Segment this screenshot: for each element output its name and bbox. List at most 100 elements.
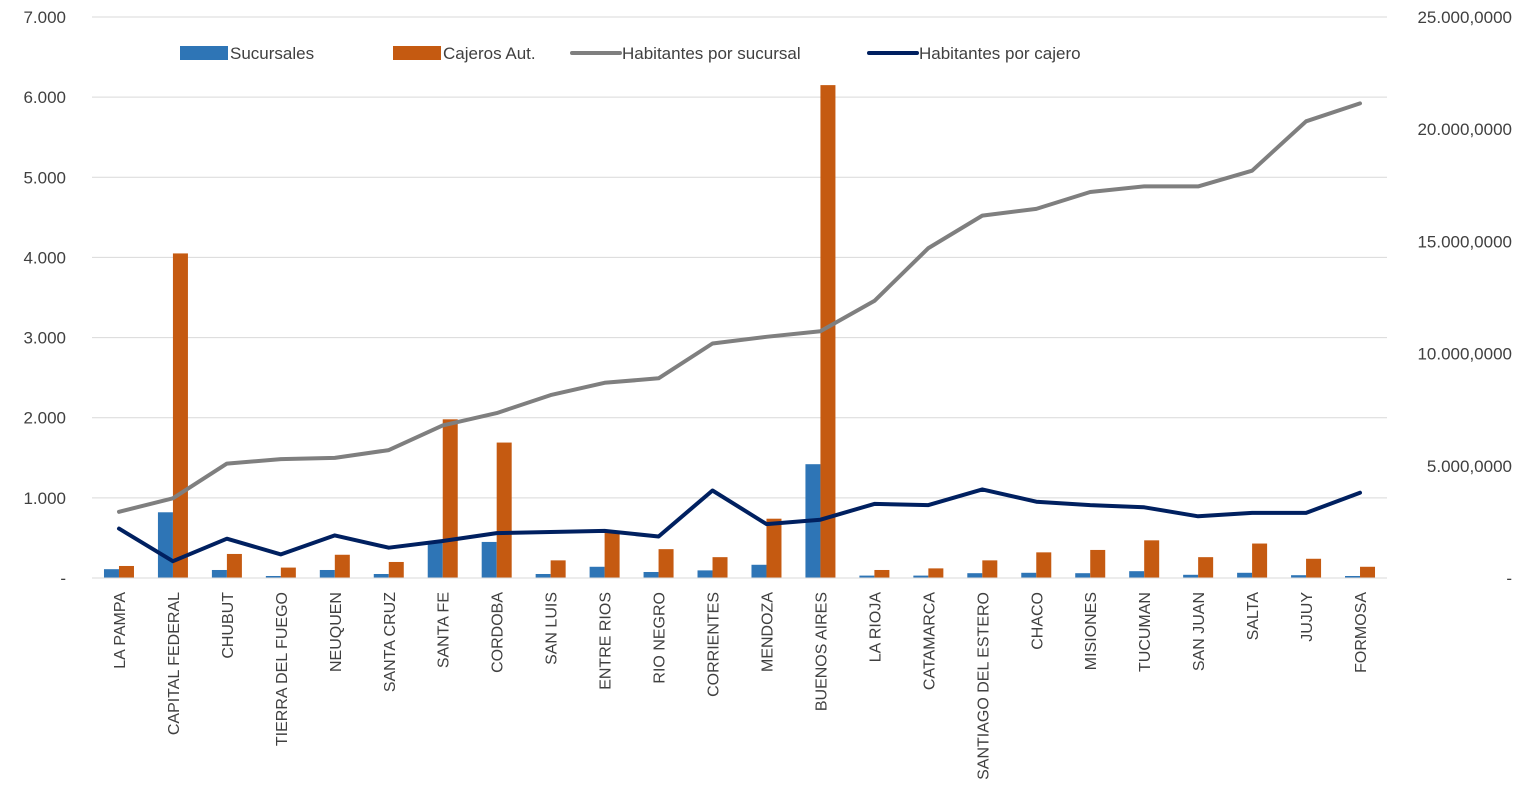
left-y-tick-label: 4.000 [23,248,66,267]
left-y-tick-label: 6.000 [23,88,66,107]
bar-sucursales [697,570,713,578]
bar-series [103,85,1376,578]
x-category-label: NEUQUEN [328,592,345,672]
bar-cajeros-aut [1036,552,1052,578]
x-axis-category-labels: LA PAMPA CAPITAL FEDERAL CHUBUT TIERRA DEL … [112,592,1370,780]
bar-cajeros-aut [118,565,134,578]
bar-sucursales [967,573,983,578]
x-category-label: MISIONES [1083,592,1100,670]
x-category-label: BUENOS AIRES [813,592,830,711]
bar-cajeros-aut [874,569,890,578]
legend-label: Habitantes por cajero [919,44,1081,63]
bar-sucursales [211,569,227,578]
line-habitantes-por-sucursal [117,101,1362,514]
bar-cajeros-aut [766,518,782,578]
x-category-label: SAN JUAN [1191,592,1208,671]
gridlines [92,16,1387,499]
x-category-label: SANTA FE [436,592,453,668]
line-series [117,101,1362,564]
bar-sucursales [481,541,497,578]
bar-cajeros-aut [388,561,404,578]
bar-sucursales [859,575,875,578]
bar-cajeros-aut [712,557,728,578]
bar-sucursales [1075,573,1091,578]
x-category-label: RIO NEGRO [652,592,669,684]
x-category-label: CAPITAL FEDERAL [166,592,183,735]
bar-cajeros-aut [172,253,188,578]
bar-sucursales [1291,575,1307,578]
x-category-label: LA RIOJA [867,592,884,663]
bar-sucursales [427,541,443,578]
left-y-tick-label: 1.000 [23,489,66,508]
legend-swatch [393,46,441,60]
legend-label: Habitantes por sucursal [622,44,801,63]
bar-cajeros-aut [982,560,998,578]
bar-sucursales [589,566,605,578]
x-category-label: SALTA [1245,592,1262,641]
left-y-tick-label: 5.000 [23,168,66,187]
x-category-label: LA PAMPA [112,592,129,669]
bar-sucursales [1237,572,1253,578]
x-category-label: CHACO [1029,592,1046,650]
legend-swatch [180,46,228,60]
x-category-label: SAN LUIS [544,592,561,665]
right-y-tick-label: 15.000,0000 [1417,232,1512,251]
x-category-label: CHUBUT [220,592,237,659]
x-category-label: ENTRE RIOS [598,592,615,690]
left-y-axis: - 1.000 2.000 3.000 4.000 5.000 6.000 7.000 [23,8,66,588]
x-category-label: MENDOZA [760,592,777,672]
bar-sucursales [913,575,929,578]
left-y-tick-label: 7.000 [23,8,66,27]
x-category-label: CATAMARCA [921,592,938,690]
bar-sucursales [373,573,389,578]
bar-cajeros-aut [496,442,512,578]
bar-cajeros-aut [1306,558,1322,578]
legend-label: Sucursales [230,44,314,63]
bar-sucursales [103,569,119,578]
right-y-tick-label: 20.000,0000 [1417,120,1512,139]
bar-cajeros-aut [1360,566,1376,578]
left-y-tick-label: - [60,569,66,588]
bar-sucursales [1021,572,1037,578]
bar-cajeros-aut [334,554,350,578]
legend-label: Cajeros Aut. [443,44,536,63]
x-category-label: CORDOBA [490,592,507,673]
bar-sucursales [1183,574,1199,578]
bar-cajeros-aut [442,419,458,578]
bar-sucursales [1345,575,1361,578]
bar-cajeros-aut [928,568,944,578]
bar-cajeros-aut [1198,557,1214,578]
x-category-label: FORMOSA [1353,592,1370,673]
bar-cajeros-aut [604,531,620,578]
bar-cajeros-aut [550,560,566,578]
bar-sucursales [157,512,173,578]
bar-cajeros-aut [1252,543,1268,578]
bar-sucursales [1129,571,1145,578]
right-y-tick-label: 10.000,0000 [1417,345,1512,364]
bar-cajeros-aut [1090,549,1106,578]
x-category-label: TIERRA DEL FUEGO [274,592,291,746]
x-category-label: JUJUY [1299,592,1316,642]
bar-cajeros-aut [658,549,674,578]
right-y-axis: - 5.000,0000 10.000,0000 15.000,0000 20.000,… [1417,8,1512,588]
bar-sucursales [319,569,335,578]
legend: Sucursales Cajeros Aut. Habitantes por suc… [180,44,1081,63]
bar-cajeros-aut [820,85,836,578]
bar-cajeros-aut [1144,540,1160,578]
right-y-tick-label: 25.000,0000 [1417,8,1512,27]
line-habitantes-por-cajero [117,487,1362,564]
right-y-tick-label: 5.000,0000 [1427,457,1512,476]
left-y-tick-label: 3.000 [23,329,66,348]
bar-cajeros-aut [280,567,296,578]
bar-sucursales [535,573,551,578]
bar-sucursales [643,571,659,578]
bar-cajeros-aut [226,553,242,578]
left-y-tick-label: 2.000 [23,409,66,428]
right-y-tick-label: - [1506,569,1512,588]
x-category-label: TUCUMAN [1137,592,1154,672]
bar-sucursales [751,564,767,578]
bar-sucursales [265,575,281,578]
x-category-label: CORRIENTES [706,592,723,697]
x-category-label: SANTIAGO DEL ESTERO [975,592,992,780]
